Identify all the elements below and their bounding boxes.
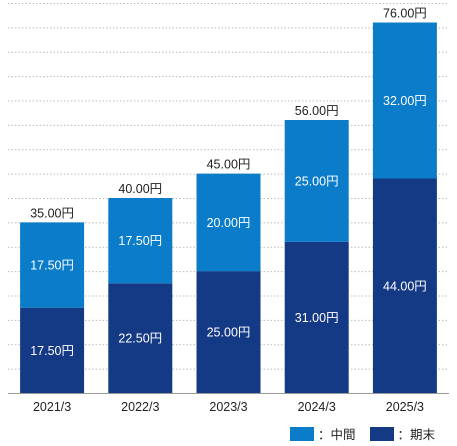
legend-label-interim: ：中間 (318, 428, 356, 442)
total-label: 35.00円 (30, 206, 74, 220)
bar-segment-interim (196, 173, 261, 272)
legend-label-year-end: ：期末 (397, 428, 436, 442)
legend-item-year-end: ：期末 (369, 424, 436, 443)
data-label: 32.00円 (383, 94, 427, 108)
legend-swatch-interim (290, 426, 314, 441)
total-label: 76.00円 (383, 7, 427, 21)
legend-swatch-year-end (369, 426, 394, 441)
bar-segment-year-end (372, 178, 437, 393)
data-label: 22.50円 (118, 332, 162, 346)
bar-segment-year-end (108, 283, 173, 393)
data-label: 20.00円 (207, 216, 251, 230)
bar-segment-year-end (284, 241, 349, 393)
total-label: 40.00円 (118, 182, 162, 196)
bar-segment-interim (284, 120, 349, 242)
x-tick-label: 2021/3 (33, 400, 71, 414)
data-label: 44.00円 (383, 279, 427, 293)
total-label: 45.00円 (207, 158, 251, 172)
x-tick-label: 2024/3 (298, 400, 336, 414)
bar-segment-interim (108, 198, 173, 284)
legend-item-interim: ：中間 (290, 424, 356, 443)
data-label: 25.00円 (295, 174, 339, 188)
x-tick-label: 2022/3 (121, 400, 159, 414)
total-label: 56.00円 (295, 104, 339, 118)
bar-segment-year-end (196, 271, 261, 393)
x-tick-label: 2025/3 (386, 400, 424, 414)
data-label: 17.50円 (30, 344, 74, 358)
legend: ：中間 ：期末 (290, 424, 449, 443)
data-label: 17.50円 (30, 259, 74, 273)
bar-segment-interim (372, 22, 437, 179)
bar-segment-year-end (20, 307, 85, 393)
x-tick-label: 2023/3 (209, 400, 247, 414)
data-label: 17.50円 (118, 234, 162, 248)
bar-segment-interim (20, 222, 85, 308)
data-label: 25.00円 (207, 326, 251, 340)
data-label: 31.00円 (295, 311, 339, 325)
